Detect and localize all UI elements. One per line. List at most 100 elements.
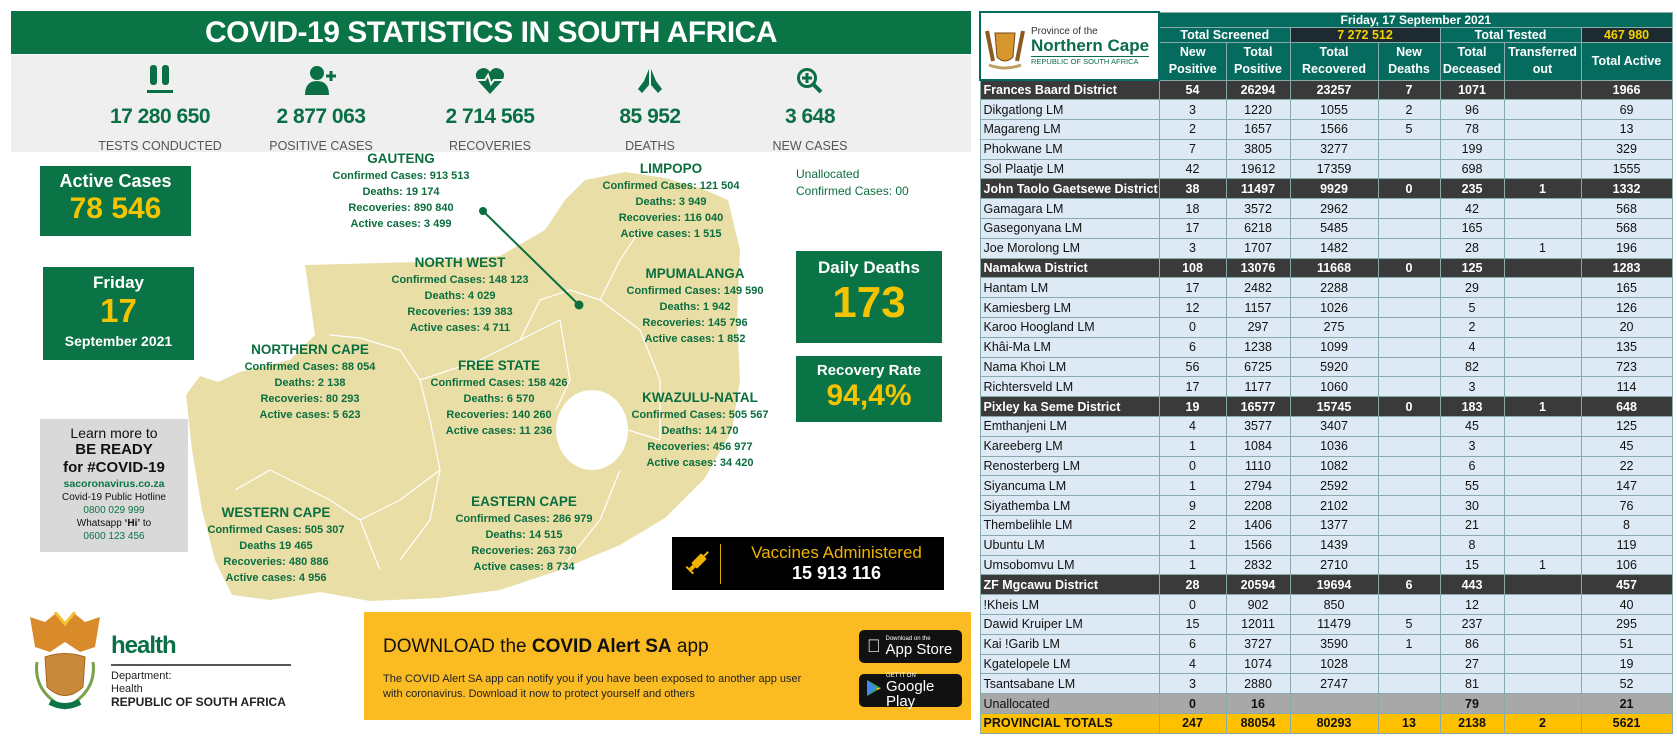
northern-cape-table: Province of the Northern Cape REPUBLIC O…	[979, 11, 1673, 734]
cell-new-positive: 1	[1158, 475, 1227, 497]
cell-total-deceased: 199	[1439, 138, 1505, 160]
cell-total-recovered: 11668	[1289, 257, 1379, 279]
cell-new-positive: 7	[1158, 138, 1227, 160]
cell-transferred-out	[1503, 495, 1582, 517]
cell-total-recovered: 2592	[1289, 475, 1379, 497]
whatsapp-suffix: to	[140, 518, 152, 529]
provincial-crest-icon	[985, 30, 1025, 70]
apple-icon: 	[867, 636, 881, 657]
row-name: Richtersveld LM	[979, 376, 1160, 398]
google-play-button[interactable]: GET IT ON Google Play	[859, 673, 962, 710]
province-stat: Deaths 19 465	[239, 540, 313, 552]
download-prefix: DOWNLOAD the	[383, 636, 532, 657]
stat-value: 2 877 063	[276, 105, 366, 128]
cell-total-deceased: 81	[1439, 673, 1505, 695]
cell-total-active: 119	[1580, 534, 1673, 556]
cell-total-active: 723	[1580, 356, 1673, 378]
cell-total-active: 329	[1580, 138, 1673, 160]
row-name: Unallocated	[979, 693, 1160, 714]
northern-cape-logo: Province of the Northern Cape REPUBLIC O…	[979, 11, 1160, 81]
row-name: Gasegonyana LM	[979, 218, 1160, 239]
cell-total-recovered	[1289, 693, 1379, 714]
cell-new-positive: 1	[1158, 534, 1227, 556]
cell-transferred-out	[1503, 198, 1582, 220]
cell-total-active: 1283	[1580, 257, 1673, 279]
province-name: GAUTENG	[367, 151, 435, 166]
table-row: Nama Khoi LM 56 6725 5920 82 723	[979, 356, 1673, 378]
province-stat: Confirmed Cases: 148 123	[391, 274, 529, 286]
province-stat: Deaths: 3 949	[635, 196, 707, 208]
cell-new-deaths: 1	[1377, 633, 1441, 655]
google-play-label: Google Play	[886, 677, 935, 710]
cell-total-recovered: 2747	[1289, 673, 1379, 695]
province-stat: Confirmed Cases: 158 426	[430, 377, 568, 389]
province-stat: Active cases: 34 420	[646, 457, 754, 469]
province-stat: Recoveries: 145 796	[642, 317, 748, 329]
cell-total-deceased: 237	[1439, 614, 1505, 635]
table-row: !Kheis LM 0 902 850 12 40	[979, 594, 1673, 616]
cell-total-deceased: 3	[1439, 376, 1505, 398]
cell-new-positive: 17	[1158, 277, 1227, 299]
cell-total-active: 8	[1580, 515, 1673, 536]
cell-new-deaths	[1377, 218, 1441, 239]
recovery-rate-label: Recovery Rate	[816, 362, 922, 379]
download-body: The COVID Alert SA app can notify you if…	[383, 673, 802, 700]
cell-total-active: 1966	[1580, 79, 1673, 101]
stat-value: 2 714 565	[445, 105, 535, 128]
province-name: KWAZULU-NATAL	[642, 390, 758, 405]
cell-transferred-out	[1503, 218, 1582, 239]
province-name: MPUMALANGA	[645, 266, 745, 281]
province-stat: Deaths: 4 029	[424, 290, 496, 302]
province-stat: Recoveries: 263 730	[471, 545, 577, 557]
table-row: Kareeberg LM 1 1084 1036 3 45	[979, 435, 1673, 457]
cell-new-deaths	[1377, 356, 1441, 378]
cell-total-positive: 12011	[1225, 614, 1291, 635]
province-westerncape: WESTERN CAPE Confirmed Cases: 505 307 Deat…	[156, 504, 396, 586]
cell-new-deaths	[1377, 277, 1441, 299]
cell-total-active: 20	[1580, 317, 1673, 338]
table-row: Ubuntu LM 1 1566 1439 8 119	[979, 534, 1673, 556]
cell-total-active: 1555	[1580, 158, 1673, 180]
table-row: Tsantsabane LM 3 2880 2747 81 52	[979, 673, 1673, 695]
cell-total-positive: 3572	[1225, 198, 1291, 220]
cell-new-positive: 19	[1158, 396, 1227, 418]
cell-total-deceased: 27	[1439, 653, 1505, 675]
cell-total-deceased: 1071	[1439, 79, 1505, 101]
province-stat: Confirmed Cases: 121 504	[602, 180, 740, 192]
cell-transferred-out	[1503, 356, 1582, 378]
cell-transferred-out	[1503, 99, 1582, 121]
cell-new-deaths: 7	[1377, 79, 1441, 101]
cell-new-positive: 17	[1158, 218, 1227, 239]
cell-total-active: 106	[1580, 554, 1673, 576]
cell-total-positive: 3727	[1225, 633, 1291, 655]
row-name: Dikgatlong LM	[979, 99, 1160, 121]
cell-transferred-out: 2	[1503, 713, 1582, 734]
cell-transferred-out	[1503, 416, 1582, 437]
cell-new-deaths	[1377, 594, 1441, 616]
website-link[interactable]: sacoronavirus.co.za	[63, 478, 165, 490]
active-cases-label: Active Cases	[59, 171, 172, 191]
date-month-year: September 2021	[64, 333, 173, 349]
province-freestate: FREE STATE Confirmed Cases: 158 426 Deaths…	[379, 357, 619, 439]
province-name: WESTERN CAPE	[221, 505, 331, 520]
total-screened-label: Total Screened	[1158, 26, 1291, 43]
cell-total-deceased: 55	[1439, 475, 1505, 497]
province-stat: Deaths: 19 174	[362, 186, 440, 198]
province-stat: Recoveries: 890 840	[348, 202, 454, 214]
district-row: Frances Baard District 54 26294 23257 7 1071 1…	[979, 79, 1673, 101]
table-row: Sol Plaatje LM 42 19612 17359 698 1555	[979, 158, 1673, 180]
cell-new-deaths	[1377, 455, 1441, 477]
total-tested-label: Total Tested	[1439, 26, 1582, 43]
cell-total-recovered: 1060	[1289, 376, 1379, 398]
cell-total-deceased: 2138	[1439, 713, 1505, 734]
cell-total-active: 114	[1580, 376, 1673, 398]
province-stat: Active cases: 4 956	[225, 572, 327, 584]
table-row: Magareng LM 2 1657 1566 5 78 13	[979, 119, 1673, 140]
province-stat: Active cases: 3 499	[350, 218, 452, 230]
cell-total-recovered: 1482	[1289, 237, 1379, 259]
cell-total-recovered: 1055	[1289, 99, 1379, 121]
date-day: Friday	[92, 273, 145, 292]
cell-new-deaths	[1377, 336, 1441, 358]
row-name: ZF Mgcawu District	[979, 574, 1160, 596]
